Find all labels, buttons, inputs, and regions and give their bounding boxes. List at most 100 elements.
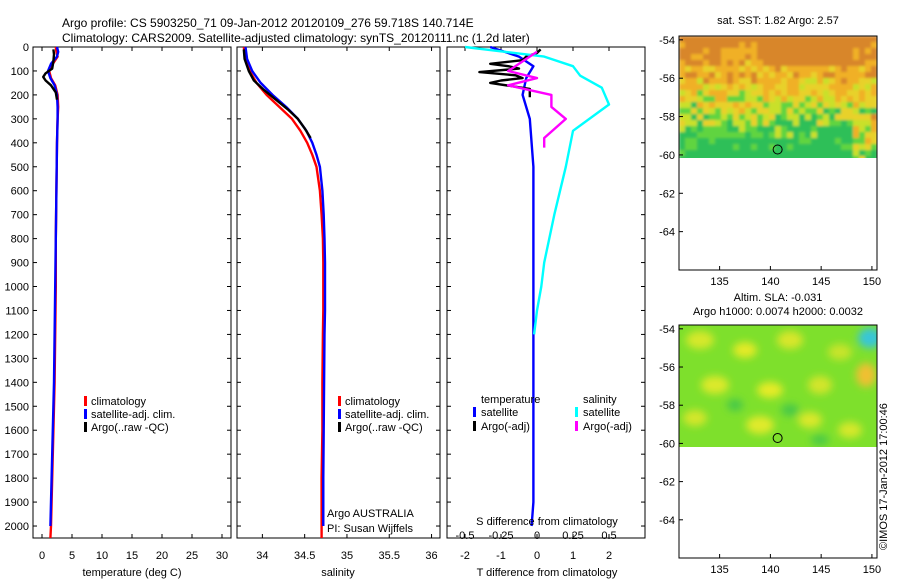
series-line [42,49,59,100]
argo-position-marker [772,433,783,444]
series-line [464,45,611,335]
salinity-legend: climatology satellite-adj. clim. Argo(..… [338,396,429,434]
x-tick-label: 2 [606,550,612,562]
legend-title-temperature: temperature [481,394,540,406]
pi-label: PI: Susan Wijffels [327,523,413,535]
t-difference-axis-ticks: -2 -1 0 1 2 [460,47,612,562]
legend-swatch-argo [84,422,87,432]
legend-label-climatology: climatology [91,396,147,408]
lat-tick-label: -64 [659,515,675,527]
depth-tick-label: 300 [11,114,29,126]
legend-swatch-climatology [338,396,341,406]
lon-tick-label: 150 [863,276,881,288]
legend-label-sal-argo: Argo(-adj) [583,421,632,433]
x-tick-label: 34 [256,550,268,562]
s-diff-tick-label: 0.5 [601,530,616,542]
legend-label-sal-satellite: satellite [583,407,620,419]
series-line [507,50,567,148]
sla-map-subtitle: Argo h1000: 0.0074 h2000: 0.0032 [693,306,863,318]
x-tick-label: 5 [69,550,75,562]
lat-tick-label: -56 [659,73,675,85]
salinity-axes-frame [236,46,441,539]
legend-swatch-temp-argo [473,421,476,431]
series-line [489,45,535,527]
depth-tick-label: 1200 [5,329,29,341]
lat-tick-label: -56 [659,362,675,374]
legend-label-argo: Argo(..raw -QC) [345,422,423,434]
salinity-depth-ticks [237,46,440,527]
temperature-panel: 0100200300400500600700800900100011001200… [5,42,232,579]
depth-tick-label: 1600 [5,425,29,437]
depth-tick-label: 0 [23,42,29,54]
depth-tick-label: 1000 [5,282,29,294]
sst-heatmap [679,36,877,158]
depth-tick-label: 2000 [5,521,29,533]
lon-tick-label: 140 [761,564,779,576]
lat-tick-label: -54 [659,324,675,336]
lat-tick-label: -62 [659,188,675,200]
lat-tick-label: -62 [659,477,675,489]
lat-tick-label: -58 [659,112,675,124]
x-tick-label: 35.5 [379,550,400,562]
sla-map-title: Altim. SLA: -0.031 [734,292,823,304]
s-diff-tick-label: 0.25 [562,530,583,542]
salinity-xlabel: salinity [321,567,355,579]
s-diff-tick-label: -0.5 [456,530,475,542]
series-line [242,49,312,139]
depth-tick-label: 1300 [5,353,29,365]
temperature-legend: climatology satellite-adj. clim. Argo(..… [84,396,175,434]
salinity-panel: 34 34.5 35 35.5 36 salinity climatology sate… [236,46,441,579]
legend-label-satellite: satellite-adj. clim. [345,409,429,421]
legend-swatch-satellite [84,409,87,419]
x-tick-label: 36 [425,550,437,562]
x-tick-label: 34.5 [294,550,315,562]
institution-label: Argo AUSTRALIA [327,508,414,520]
sla-map-ticks: 135 140 145 150 -54 -56 -58 -60 -62 -64 [659,324,881,576]
lat-tick-label: -64 [659,227,675,239]
sla-heatmap [679,325,877,447]
salinity-series [242,46,327,538]
title-line-1: Argo profile: CS 5903250_71 09-Jan-2012 … [62,16,474,30]
t-difference-xlabel: T difference from climatology [477,567,618,579]
s-difference-xlabel: S difference from climatology [476,516,618,528]
depth-tick-label: 200 [11,90,29,102]
difference-axes-frame [446,46,646,539]
s-diff-tick-label: 0 [534,530,540,542]
series-line [244,46,327,526]
legend-swatch-climatology [84,396,87,406]
difference-panel: -2 -1 0 1 2 -0.5 -0.25 0 0.25 0.5 S difference f… [446,45,646,579]
lon-tick-label: 145 [812,276,830,288]
legend-label-temp-argo: Argo(-adj) [481,421,530,433]
legend-swatch-temp-satellite [473,407,476,417]
sst-map-panel: sat. SST: 1.82 Argo: 2.57 135 140 145 150 -5… [659,15,881,288]
depth-tick-label: 700 [11,210,29,222]
legend-swatch-satellite [338,409,341,419]
x-tick-label: 25 [186,550,198,562]
lon-tick-label: 135 [710,276,728,288]
depth-axis-ticks: 0 100 200 300 400 500 600 700 800 900 1000 1100 1200… [5,42,231,533]
depth-tick-label: 1500 [5,401,29,413]
depth-tick-label: 400 [11,138,29,150]
difference-series [464,45,611,527]
sst-map-frame [678,35,878,271]
lon-tick-label: 140 [761,276,779,288]
x-tick-label: 30 [216,550,228,562]
temperature-xlabel: temperature (deg C) [82,567,181,579]
salinity-axis-ticks: 34 34.5 35 35.5 36 [256,47,438,562]
x-tick-label: 0 [534,550,540,562]
legend-label-satellite: satellite-adj. clim. [91,409,175,421]
difference-depth-ticks [447,46,645,527]
s-difference-axis-ticks: -0.5 -0.25 0 0.25 0.5 [456,530,617,542]
temperature-series [42,46,60,539]
sst-map-title: sat. SST: 1.82 Argo: 2.57 [717,15,839,27]
legend-swatch-sal-argo [575,421,578,431]
x-tick-label: 0 [39,550,45,562]
temperature-axes-frame [32,46,232,539]
depth-tick-label: 1700 [5,449,29,461]
temperature-axis-ticks: 0 5 10 15 20 25 30 [39,47,228,562]
argo-position-marker [772,144,783,155]
x-tick-label: 15 [126,550,138,562]
x-tick-label: -2 [460,550,470,562]
x-tick-label: 20 [156,550,168,562]
